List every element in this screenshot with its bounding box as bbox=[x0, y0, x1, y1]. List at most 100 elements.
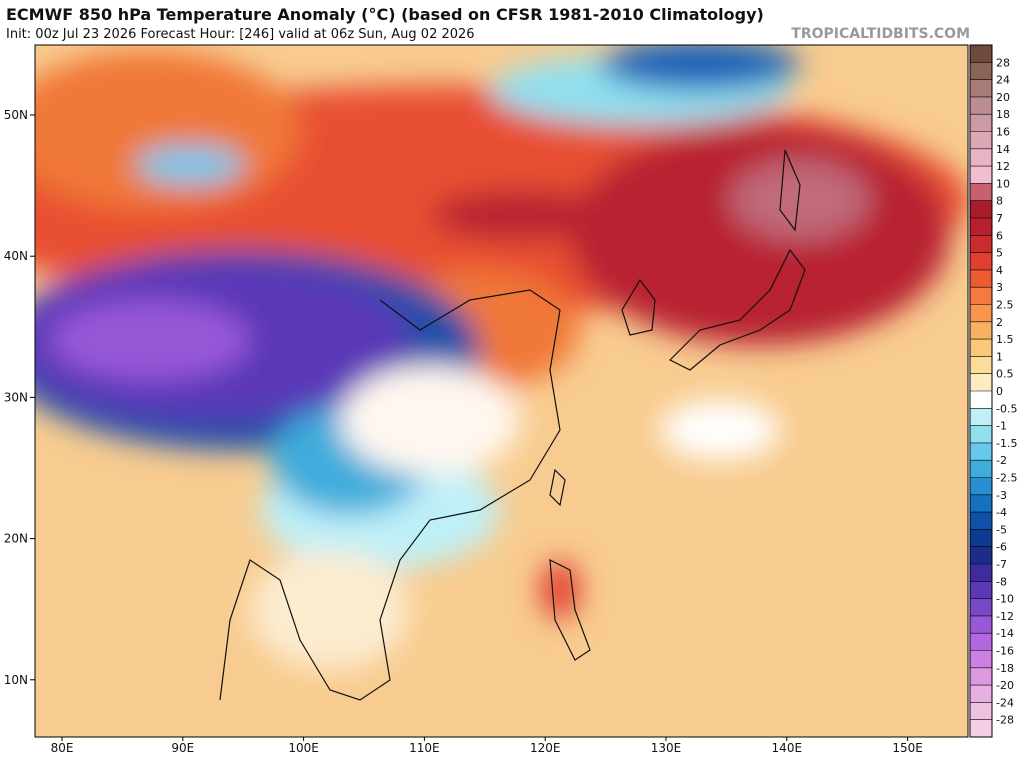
colorbar-swatch bbox=[970, 650, 992, 669]
colorbar-label: -3 bbox=[996, 489, 1007, 502]
subtitle: Init: 00z Jul 23 2026 Forecast Hour: [24… bbox=[6, 27, 475, 42]
colorbar-label: 1 bbox=[996, 350, 1003, 363]
colorbar-swatch bbox=[970, 719, 992, 738]
colorbar-swatch bbox=[970, 615, 992, 634]
lon-label: 100E bbox=[288, 741, 319, 755]
colorbar-label: 16 bbox=[996, 126, 1010, 139]
colorbar-label: -2.5 bbox=[996, 472, 1017, 485]
colorbar-swatch bbox=[970, 200, 992, 219]
map bbox=[35, 45, 968, 737]
colorbar-label: -14 bbox=[996, 627, 1014, 640]
colorbar-swatch bbox=[970, 391, 992, 409]
lat-labels: 50N 40N 30N 20N 10N bbox=[4, 108, 35, 687]
colorbar-label: 5 bbox=[996, 247, 1003, 260]
colorbar-label: -5 bbox=[996, 523, 1007, 536]
lon-label: 80E bbox=[51, 741, 74, 755]
colorbar: 28 24 20 18 16 14 12 10 8 7 6 5 4 3 2.5 2 1.5 1 0.5 0 -0.5 -1… bbox=[969, 44, 1017, 738]
colorbar-label: -6 bbox=[996, 541, 1007, 554]
lon-labels: 80E 90E 100E 110E 120E 130E 140E 150E bbox=[51, 737, 923, 755]
colorbar-label: 7 bbox=[996, 212, 1003, 225]
colorbar-label: 20 bbox=[996, 91, 1010, 104]
colorbar-label: 12 bbox=[996, 160, 1010, 173]
colorbar-swatch bbox=[970, 598, 992, 617]
colorbar-swatch bbox=[970, 581, 992, 600]
colorbar-label: 2 bbox=[996, 316, 1003, 329]
colorbar-swatch bbox=[970, 218, 992, 236]
colorbar-swatch bbox=[970, 252, 992, 271]
colorbar-swatch bbox=[970, 79, 992, 98]
colorbar-label: -18 bbox=[996, 662, 1014, 675]
colorbar-swatch bbox=[970, 529, 992, 548]
colorbar-swatch bbox=[970, 321, 992, 340]
colorbar-swatch bbox=[970, 702, 992, 721]
lat-label: 40N bbox=[4, 249, 28, 263]
colorbar-swatch bbox=[970, 148, 992, 167]
colorbar-swatch bbox=[970, 45, 992, 63]
colorbar-swatch bbox=[970, 183, 992, 202]
colorbar-label: -12 bbox=[996, 610, 1014, 623]
colorbar-label: 4 bbox=[996, 264, 1003, 277]
colorbar-swatch bbox=[970, 96, 992, 115]
colorbar-swatch bbox=[970, 235, 992, 254]
colorbar-swatch bbox=[970, 114, 992, 132]
lat-label: 20N bbox=[4, 532, 28, 546]
colorbar-label: 24 bbox=[996, 74, 1010, 87]
colorbar-label: 8 bbox=[996, 195, 1003, 208]
colorbar-label: 10 bbox=[996, 177, 1010, 190]
colorbar-swatch bbox=[970, 564, 992, 582]
colorbar-label: 18 bbox=[996, 108, 1010, 121]
colorbar-label: -20 bbox=[996, 679, 1014, 692]
colorbar-label: -7 bbox=[996, 558, 1007, 571]
colorbar-swatch bbox=[970, 287, 992, 305]
colorbar-label: -1 bbox=[996, 420, 1007, 433]
lat-label: 30N bbox=[4, 390, 28, 404]
colorbar-swatch bbox=[970, 633, 992, 651]
colorbar-swatch bbox=[970, 339, 992, 357]
colorbar-label: -24 bbox=[996, 696, 1014, 709]
lon-label: 150E bbox=[892, 741, 923, 755]
colorbar-label: -8 bbox=[996, 575, 1007, 588]
lat-label: 10N bbox=[4, 673, 28, 687]
lon-label: 110E bbox=[409, 741, 440, 755]
colorbar-swatch bbox=[970, 166, 992, 184]
colorbar-label: 14 bbox=[996, 143, 1010, 156]
colorbar-label: -0.5 bbox=[996, 402, 1017, 415]
colorbar-label: 0 bbox=[996, 385, 1003, 398]
colorbar-swatch bbox=[970, 408, 992, 427]
colorbar-label: -28 bbox=[996, 714, 1014, 727]
colorbar-label: 6 bbox=[996, 229, 1003, 242]
watermark: TROPICALTIDBITS.COM bbox=[791, 26, 970, 42]
colorbar-swatch bbox=[970, 685, 992, 703]
colorbar-label: 0.5 bbox=[996, 368, 1014, 381]
colorbar-label: -2 bbox=[996, 454, 1007, 467]
colorbar-label: -10 bbox=[996, 593, 1014, 606]
lon-label: 120E bbox=[530, 741, 561, 755]
colorbar-swatch bbox=[970, 425, 992, 444]
colorbar-swatch bbox=[970, 373, 992, 392]
colorbar-swatch bbox=[970, 62, 992, 81]
colorbar-swatch bbox=[970, 494, 992, 513]
colorbar-swatch bbox=[970, 512, 992, 530]
colorbar-swatch bbox=[970, 131, 992, 150]
map-frame bbox=[34, 44, 969, 738]
colorbar-swatch bbox=[970, 477, 992, 496]
colorbar-swatch bbox=[970, 460, 992, 478]
colorbar-label: -16 bbox=[996, 645, 1014, 658]
lon-label: 90E bbox=[171, 741, 194, 755]
colorbar-label: 2.5 bbox=[996, 299, 1014, 312]
colorbar-label: 1.5 bbox=[996, 333, 1014, 346]
colorbar-swatch bbox=[970, 667, 992, 686]
colorbar-swatch bbox=[970, 304, 992, 323]
colorbar-swatch bbox=[970, 356, 992, 375]
title: ECMWF 850 hPa Temperature Anomaly (°C) (… bbox=[6, 5, 764, 24]
colorbar-label: -1.5 bbox=[996, 437, 1017, 450]
lat-label: 50N bbox=[4, 108, 28, 122]
lon-label: 130E bbox=[651, 741, 682, 755]
colorbar-swatch bbox=[970, 546, 992, 565]
colorbar-swatch bbox=[970, 442, 992, 461]
colorbar-label: 28 bbox=[996, 56, 1010, 69]
colorbar-label: -4 bbox=[996, 506, 1007, 519]
colorbar-label: 3 bbox=[996, 281, 1003, 294]
colorbar-swatch bbox=[970, 269, 992, 288]
